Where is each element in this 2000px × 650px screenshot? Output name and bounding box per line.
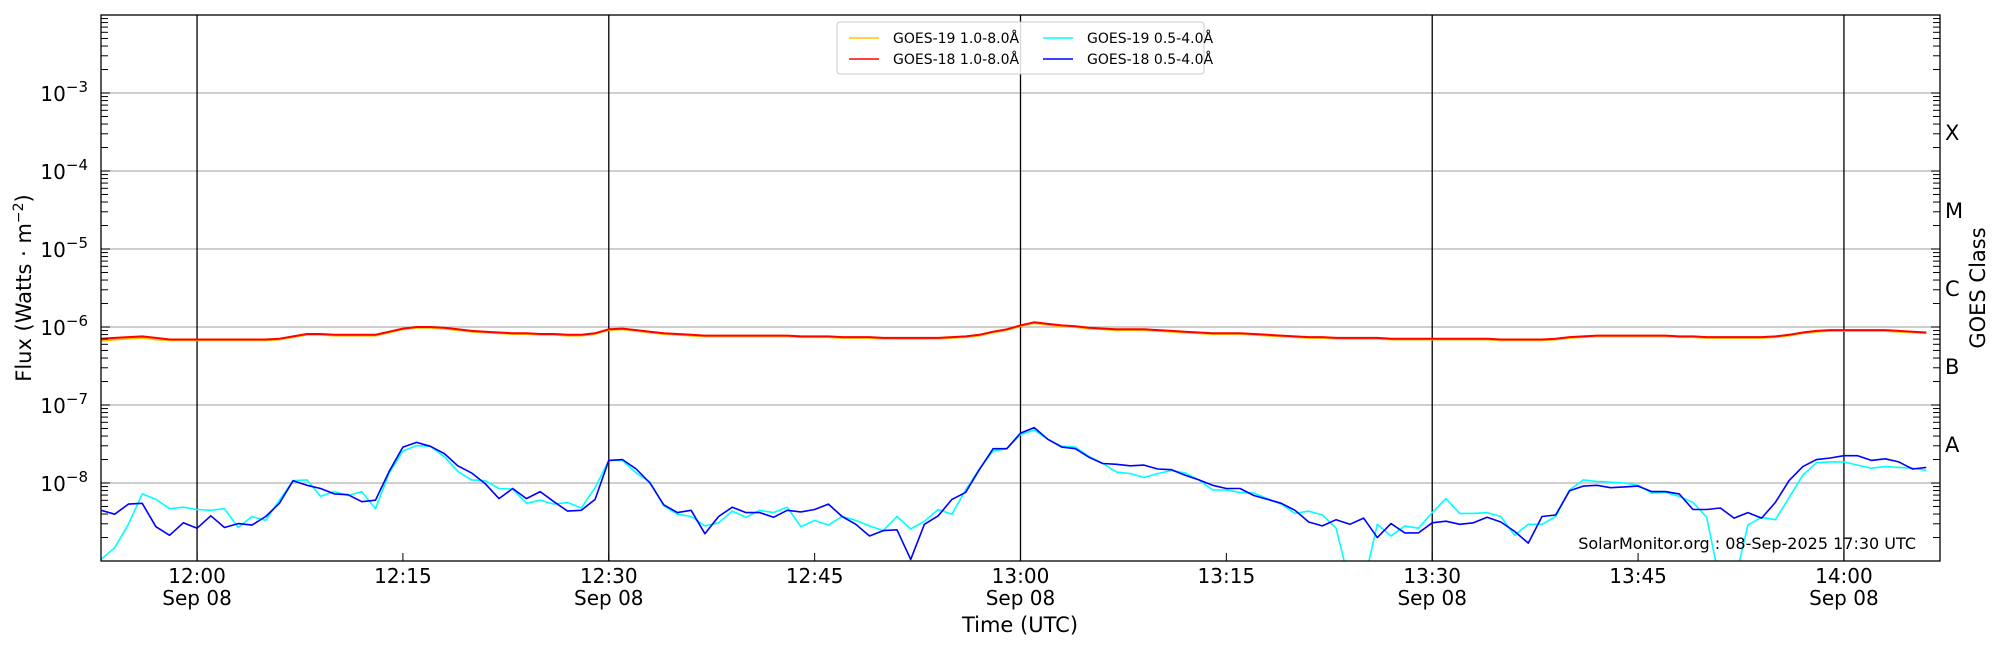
- y-tick-exponent: −8: [66, 468, 88, 486]
- y-tick-exponent: −6: [66, 312, 88, 330]
- goes-class-label-c: C: [1945, 277, 1960, 301]
- x-tick-label-time: 13:30: [1403, 564, 1461, 588]
- legend-label: GOES-18 0.5-4.0Å: [1087, 51, 1213, 68]
- y-tick-label: 10−5: [40, 234, 88, 262]
- y-tick-exponent: −3: [66, 78, 88, 96]
- x-tick-label-time: 14:00: [1815, 564, 1873, 588]
- x-tick-label-time: 13:45: [1609, 564, 1667, 588]
- axis-ticks: [101, 18, 1940, 561]
- y-tick-base: 10: [40, 316, 65, 340]
- y-tick-label: 10−6: [40, 312, 88, 340]
- goes-class-label-b: B: [1945, 355, 1959, 379]
- x-tick-label-time: 12:45: [786, 564, 844, 588]
- x-tick-label-time: 12:30: [580, 564, 638, 588]
- plot-frame: [100, 14, 1941, 562]
- y-tick-label: 10−8: [40, 468, 88, 496]
- y-tick-base: 10: [40, 82, 65, 106]
- legend-label: GOES-19 1.0-8.0Å: [893, 30, 1019, 47]
- goes-class-label-a: A: [1945, 433, 1960, 457]
- y-axis-title: Flux (Watts · m−2): [11, 194, 36, 382]
- y-tick-base: 10: [40, 160, 65, 184]
- legend: GOES-19 1.0-8.0Å GOES-18 1.0-8.0Å GOES-19 …: [836, 21, 1213, 75]
- series-lines: [101, 321, 1927, 561]
- x-tick-label-time: 13:15: [1198, 564, 1256, 588]
- series-line-goes-18-0-5-4-0-: [101, 426, 1927, 561]
- x-tick-label-date: Sep 08: [986, 586, 1056, 610]
- y-tick-base: 10: [40, 238, 65, 262]
- x-tick-label-time: 12:00: [168, 564, 226, 588]
- legend-box: [836, 21, 1205, 75]
- y-tick-exponent: −4: [66, 156, 88, 174]
- y-tick-label: 10−3: [40, 78, 88, 106]
- watermark: SolarMonitor.org : 08-Sep-2025 17:30 UTC: [1578, 534, 1916, 553]
- x-tick-label-date: Sep 08: [1809, 586, 1879, 610]
- goes-class-label-m: M: [1945, 199, 1963, 223]
- x-tick-label-time: 12:15: [374, 564, 432, 588]
- y-tick-labels: 10−810−710−610−510−410−3: [40, 78, 88, 496]
- goes-class-labels: X M C B A: [1945, 121, 1963, 457]
- legend-label: GOES-19 0.5-4.0Å: [1087, 30, 1213, 47]
- legend-label: GOES-18 1.0-8.0Å: [893, 51, 1019, 68]
- y-tick-label: 10−4: [40, 156, 88, 184]
- x-tick-label-time: 13:00: [992, 564, 1050, 588]
- goes-class-axis-title: GOES Class: [1966, 227, 1990, 348]
- y-tick-label: 10−7: [40, 390, 88, 418]
- y-tick-base: 10: [40, 472, 65, 496]
- goes-class-label-x: X: [1945, 121, 1959, 145]
- x-tick-label-date: Sep 08: [1397, 586, 1467, 610]
- y-tick-exponent: −5: [66, 234, 88, 252]
- x-tick-label-date: Sep 08: [574, 586, 644, 610]
- y-tick-base: 10: [40, 394, 65, 418]
- series-line-goes-18-1-0-8-0-: [101, 321, 1927, 341]
- half-hour-lines: [196, 15, 1845, 561]
- x-tick-label-date: Sep 08: [162, 586, 232, 610]
- x-axis-title: Time (UTC): [961, 613, 1078, 637]
- y-tick-exponent: −7: [66, 390, 88, 408]
